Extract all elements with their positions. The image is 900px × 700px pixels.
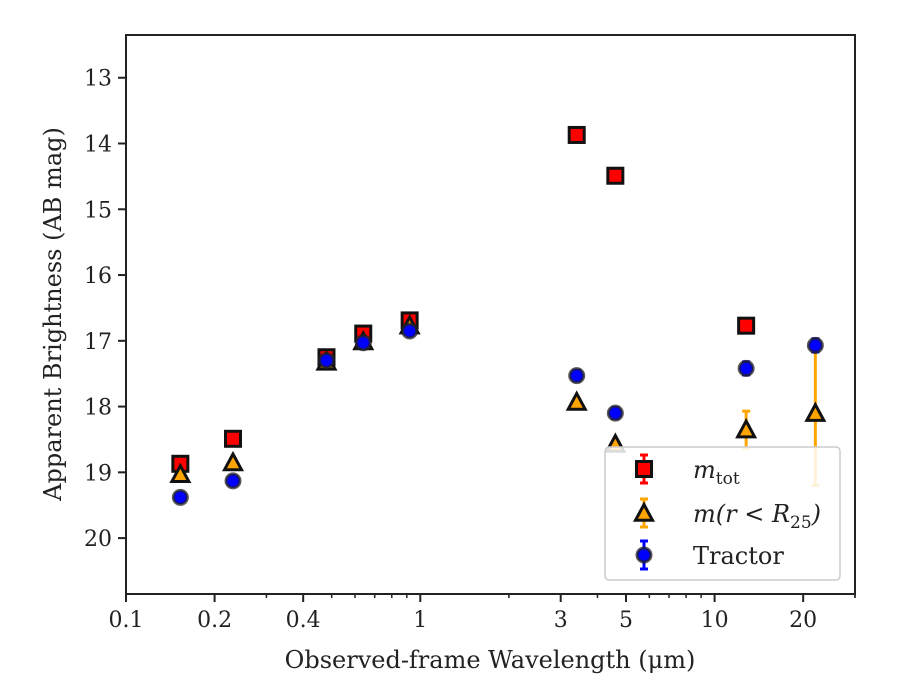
y-axis-label: Apparent Brightness (AB mag) [39, 127, 67, 502]
circle-marker [224, 472, 242, 490]
data-point [565, 390, 588, 411]
triangle-marker [735, 417, 758, 439]
y-tick-label: 14 [84, 133, 112, 158]
x-tick-label: 10 [701, 608, 729, 633]
circle-marker [737, 359, 755, 377]
data-point [806, 336, 824, 354]
data-point [224, 472, 242, 490]
legend-item: m(r < R25) [632, 497, 821, 533]
square-marker [567, 125, 586, 144]
x-tick-label: 0.4 [286, 608, 321, 633]
y-tick-label: 16 [84, 264, 112, 289]
data-point [606, 404, 624, 422]
plot-frame [125, 34, 856, 595]
x-tick-label: 1 [413, 608, 427, 633]
data-point [737, 359, 755, 377]
series-mtot [171, 125, 756, 473]
chart-marks [169, 125, 827, 506]
legend-label: mtot [693, 456, 740, 489]
y-tick-label: 19 [84, 461, 112, 486]
data-point [221, 450, 245, 472]
legend-triangle-marker [632, 501, 656, 522]
legend-circle-marker [635, 546, 653, 564]
legend-label: Tractor [693, 542, 784, 570]
x-tick-label: 3 [554, 608, 568, 633]
circle-marker [568, 367, 586, 385]
data-point [317, 352, 335, 370]
legend-item: Tractor [635, 539, 784, 571]
triangle-marker [565, 390, 588, 411]
legend-square-marker [635, 460, 653, 478]
legend-box [604, 446, 841, 581]
legend: mtot m(r < R25) Tractor [604, 446, 841, 581]
x-axis-ticks: 0.1 0.2 0.4 1 3 5 10 20 [109, 594, 856, 633]
square-marker [224, 429, 243, 448]
data-point [735, 409, 758, 450]
data-point [224, 429, 243, 448]
circle-marker [806, 336, 824, 354]
square-marker [737, 316, 756, 335]
circle-marker [317, 352, 335, 370]
data-point [567, 125, 586, 144]
series-tractor [171, 322, 824, 506]
circle-marker [401, 322, 419, 340]
x-tick-label: 0.1 [109, 608, 144, 633]
legend-item: mtot [635, 453, 740, 489]
circle-marker [606, 404, 624, 422]
triangle-marker [804, 401, 827, 422]
data-point [354, 334, 372, 352]
square-marker [606, 166, 625, 185]
triangle-marker [169, 462, 192, 484]
circle-marker [354, 334, 372, 352]
y-tick-label: 18 [84, 396, 112, 421]
y-tick-label: 15 [84, 198, 112, 223]
circle-marker [171, 488, 189, 506]
data-point [401, 322, 419, 340]
y-tick-label: 17 [84, 330, 112, 355]
triangle-marker [221, 450, 245, 472]
x-tick-label: 5 [619, 608, 633, 633]
legend-label: m(r < R25) [693, 500, 821, 533]
y-tick-label: 13 [84, 67, 112, 92]
data-point [169, 462, 192, 484]
data-point [737, 316, 756, 335]
x-tick-label: 20 [789, 608, 817, 633]
data-point [171, 488, 189, 506]
x-tick-label: 0.2 [197, 608, 232, 633]
y-tick-label: 20 [84, 527, 112, 552]
data-point [568, 367, 586, 385]
y-axis-ticks: 13 14 15 16 17 18 19 20 [84, 67, 126, 552]
data-point [606, 166, 625, 185]
x-axis-label: Observed-frame Wavelength (μm) [285, 646, 696, 674]
